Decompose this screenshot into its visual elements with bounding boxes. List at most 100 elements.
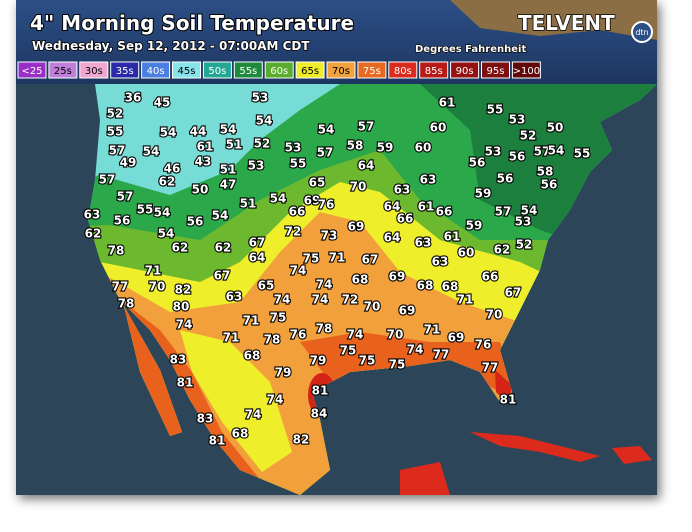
station-temp: 65 [309,176,326,190]
station-temp: 62 [172,241,189,255]
station-temp: 69 [348,220,365,234]
station-temp: 82 [293,433,310,447]
station-temp: 76 [318,198,335,212]
legend-label: 35s [116,66,134,77]
station-temp: 74 [274,293,291,307]
station-temp: 70 [486,308,503,322]
station-temp: 60 [458,246,475,260]
station-temp: 45 [154,96,171,110]
station-temp: 52 [107,107,124,121]
station-temp: 56 [509,150,526,164]
station-temp: 57 [358,120,375,134]
station-temp: 75 [359,354,376,368]
hispaniola [612,446,652,464]
legend-label: >100 [513,66,540,77]
station-temp: 57 [109,144,126,158]
station-temp: 70 [364,300,381,314]
station-temp: 56 [497,172,514,186]
station-temp: 54 [212,209,229,223]
station-temp: 74 [312,293,329,307]
station-temp: 52 [516,238,533,252]
station-temp: 55 [290,157,307,171]
station-temp: 58 [347,139,364,153]
station-temp: 78 [264,333,281,347]
station-temp: 60 [415,141,432,155]
station-temp: 51 [220,163,237,177]
station-temp: 53 [515,215,532,229]
station-temp: 74 [347,328,364,342]
station-temp: 58 [537,165,554,179]
station-temp: 76 [475,338,492,352]
station-temp: 71 [329,251,346,265]
brand-badge: dtn [635,28,648,37]
station-temp: 78 [316,322,333,336]
legend: <25 25s 30s 35s 40s 45s 50s 55s 60s 65s 70s 75s 80s 8… [17,61,541,79]
station-temp: 69 [304,194,321,208]
station-temp: 54 [270,192,287,206]
legend-swatch [295,61,325,79]
station-temp: 61 [418,200,435,214]
station-temp: 59 [466,219,483,233]
legend-label: 30s [85,66,103,77]
station-temp: 66 [397,212,414,226]
station-temp: 44 [190,125,207,139]
station-temp: 72 [342,293,359,307]
station-temp: 80 [173,300,190,314]
station-temp: 60 [430,121,447,135]
station-temp: 53 [485,145,502,159]
station-temp: 75 [389,358,406,372]
station-temp: 63 [432,255,449,269]
station-temp: 66 [289,205,306,219]
station-temp: 54 [154,206,171,220]
station-temp: 78 [118,297,135,311]
station-temp: 77 [482,361,499,375]
legend-label: 25s [54,66,72,77]
legend-label: 50s [208,66,226,77]
station-temp: 54 [318,123,335,137]
legend-swatch [264,61,294,79]
station-temp: 63 [84,208,101,222]
land-strip [450,0,657,40]
legend-label: 80s [394,66,412,77]
station-temp: 67 [505,286,522,300]
station-temp: 54 [256,114,273,128]
station-temp: 81 [209,434,226,448]
station-temp: 68 [442,280,459,294]
station-temp: 68 [244,349,261,363]
central-america [400,462,450,495]
station-temp: 74 [316,278,333,292]
station-temp: 69 [399,304,416,318]
station-temp: 47 [220,178,237,192]
station-temp: 74 [407,343,424,357]
station-temp: 57 [317,146,334,160]
subtitle: Wednesday, Sep 12, 2012 - 07:00AM CDT [32,39,310,53]
station-temp: 61 [197,140,214,154]
station-temp: 55 [574,147,591,161]
station-temp: 59 [475,187,492,201]
cuba [470,432,600,462]
station-temp: 70 [387,328,404,342]
station-temp: 71 [457,293,474,307]
map-frame: 4" Morning Soil Temperature Wednesday, S… [16,0,657,495]
station-temp: 62 [215,241,232,255]
station-temp: 57 [117,190,134,204]
station-temp: 81 [312,384,329,398]
station-temp: 54 [220,123,237,137]
legend-swatch [326,61,356,79]
legend-swatch [450,61,480,79]
station-temp: 54 [143,145,160,159]
legend-swatch [110,61,140,79]
station-temp: 54 [548,144,565,158]
station-temp: 83 [170,353,187,367]
station-temp: 83 [197,412,214,426]
legend-swatch [141,61,171,79]
station-temp: 63 [420,173,437,187]
legend-label: 75s [363,66,381,77]
legend-label: 45s [178,66,196,77]
station-temp: 55 [487,103,504,117]
station-temp: 68 [417,279,434,293]
map: 4" Morning Soil Temperature Wednesday, S… [16,0,657,495]
station-temp: 62 [159,175,176,189]
station-temp: 67 [214,269,231,283]
station-temp: 70 [350,180,367,194]
